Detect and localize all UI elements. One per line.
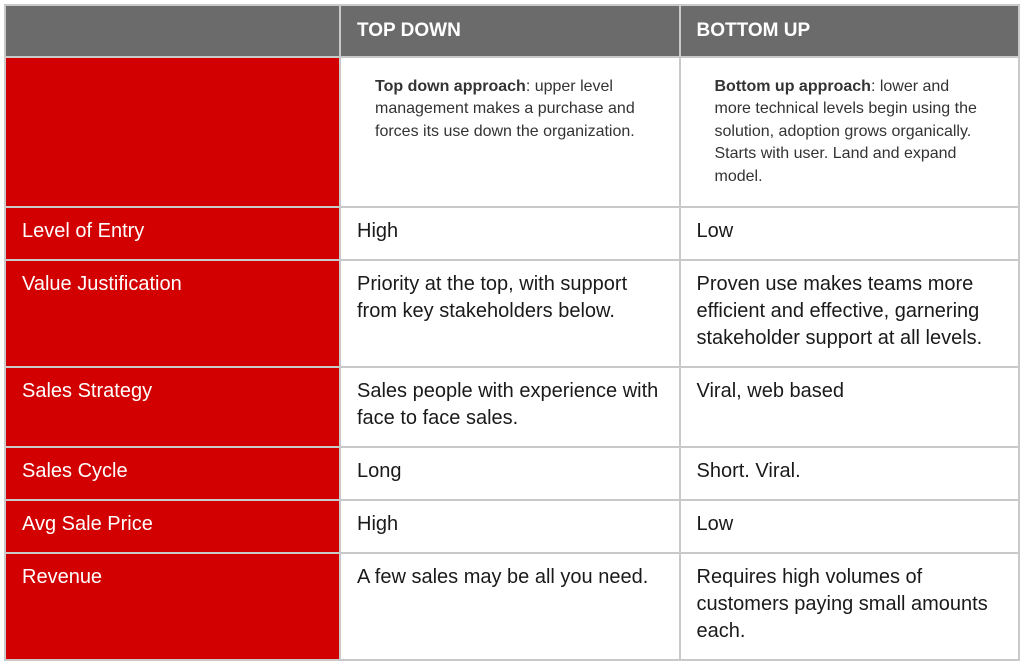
header-row: TOP DOWN BOTTOM UP [5,5,1019,57]
table-row: Level of Entry High Low [5,207,1019,260]
row-topdown: Priority at the top, with support from k… [340,260,680,367]
table-row: Sales Strategy Sales people with experie… [5,367,1019,447]
comparison-table: TOP DOWN BOTTOM UP Top down approach: up… [4,4,1020,661]
row-bottomup: Low [680,500,1020,553]
row-label: Level of Entry [5,207,340,260]
row-label: Value Justification [5,260,340,367]
table-row: Revenue A few sales may be all you need.… [5,553,1019,660]
description-row: Top down approach: upper level managemen… [5,57,1019,207]
header-bottomup: BOTTOM UP [680,5,1020,57]
table-row: Sales Cycle Long Short. Viral. [5,447,1019,500]
row-bottomup: Viral, web based [680,367,1020,447]
description-topdown-lead: Top down approach [375,78,526,95]
row-bottomup: Low [680,207,1020,260]
row-bottomup: Short. Viral. [680,447,1020,500]
description-topdown: Top down approach: upper level managemen… [340,57,680,207]
row-label: Avg Sale Price [5,500,340,553]
row-bottomup: Proven use makes teams more efficient an… [680,260,1020,367]
row-label: Sales Cycle [5,447,340,500]
row-label: Revenue [5,553,340,660]
row-topdown: Sales people with experience with face t… [340,367,680,447]
row-topdown: High [340,207,680,260]
row-label: Sales Strategy [5,367,340,447]
row-bottomup: Requires high volumes of customers payin… [680,553,1020,660]
header-topdown: TOP DOWN [340,5,680,57]
row-topdown: High [340,500,680,553]
row-topdown: A few sales may be all you need. [340,553,680,660]
table-row: Value Justification Priority at the top,… [5,260,1019,367]
description-bottomup-lead: Bottom up approach [715,78,871,95]
table-row: Avg Sale Price High Low [5,500,1019,553]
header-blank [5,5,340,57]
row-topdown: Long [340,447,680,500]
description-label-blank [5,57,340,207]
description-bottomup: Bottom up approach: lower and more techn… [680,57,1020,207]
